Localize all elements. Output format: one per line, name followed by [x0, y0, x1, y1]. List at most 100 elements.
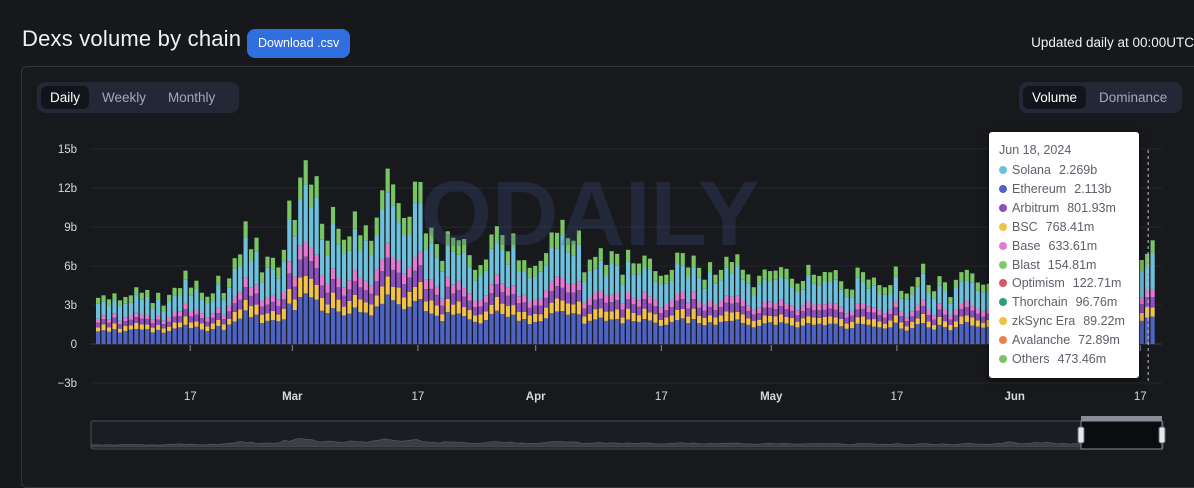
bar-191[interactable]	[1139, 259, 1144, 344]
bar-23[interactable]	[221, 293, 226, 344]
bar-107[interactable]	[680, 253, 685, 344]
bar-155[interactable]	[942, 282, 948, 344]
bar-116[interactable]	[729, 262, 734, 344]
bar-30[interactable]	[259, 272, 265, 344]
bar-141[interactable]	[866, 279, 871, 344]
bar-75[interactable]	[505, 251, 510, 344]
bar-9[interactable]	[145, 289, 150, 344]
bar-193[interactable]	[1150, 240, 1155, 344]
bar-129[interactable]	[800, 280, 806, 344]
bar-77[interactable]	[516, 260, 521, 344]
bar-3[interactable]	[112, 293, 117, 344]
bar-12[interactable]	[161, 305, 166, 344]
bar-81[interactable]	[538, 260, 543, 344]
bar-31[interactable]	[265, 256, 270, 344]
bar-83[interactable]	[549, 232, 554, 344]
tab-weekly[interactable]: Weekly	[102, 90, 147, 105]
bar-24[interactable]	[227, 278, 232, 344]
bar-50[interactable]	[369, 240, 374, 344]
bar-143[interactable]	[877, 285, 882, 344]
bar-162[interactable]	[981, 284, 986, 344]
bar-118[interactable]	[740, 269, 745, 344]
bar-45[interactable]	[341, 239, 347, 344]
bar-44[interactable]	[336, 228, 341, 344]
bar-34[interactable]	[281, 249, 286, 344]
bar-78[interactable]	[522, 260, 527, 344]
bar-133[interactable]	[822, 272, 827, 344]
bar-16[interactable]	[183, 270, 188, 344]
bar-157[interactable]	[953, 279, 958, 344]
bar-61[interactable]	[429, 227, 434, 344]
bar-142[interactable]	[871, 277, 877, 344]
bar-71[interactable]	[483, 259, 489, 344]
bar-26[interactable]	[238, 254, 243, 344]
bar-153[interactable]	[931, 291, 937, 344]
bar-88[interactable]	[576, 230, 581, 344]
bar-40[interactable]	[314, 176, 319, 344]
bar-68[interactable]	[467, 255, 472, 344]
bar-55[interactable]	[396, 203, 401, 344]
bar-103[interactable]	[658, 275, 663, 344]
bar-84[interactable]	[554, 232, 560, 344]
bar-152[interactable]	[926, 285, 931, 344]
bar-2[interactable]	[106, 299, 112, 344]
bar-100[interactable]	[642, 255, 647, 344]
bar-106[interactable]	[675, 252, 680, 344]
bar-32[interactable]	[270, 257, 276, 344]
bar-48[interactable]	[358, 235, 363, 344]
bar-39[interactable]	[309, 184, 314, 344]
bar-93[interactable]	[604, 264, 609, 344]
bar-5[interactable]	[123, 296, 128, 344]
bar-98[interactable]	[631, 263, 636, 344]
bar-11[interactable]	[156, 292, 161, 344]
bar-72[interactable]	[489, 234, 494, 344]
bar-156[interactable]	[948, 297, 953, 344]
bar-0[interactable]	[96, 297, 101, 344]
bar-111[interactable]	[702, 279, 707, 344]
bar-51[interactable]	[374, 217, 379, 344]
bar-33[interactable]	[276, 267, 281, 344]
bar-149[interactable]	[910, 286, 915, 344]
bar-22[interactable]	[216, 275, 221, 344]
tab-daily[interactable]: Daily	[41, 86, 90, 109]
bar-74[interactable]	[500, 235, 505, 344]
bar-43[interactable]	[330, 206, 336, 344]
bar-87[interactable]	[571, 240, 576, 344]
bar-38[interactable]	[303, 160, 308, 344]
bar-115[interactable]	[724, 256, 729, 344]
bar-148[interactable]	[904, 293, 909, 344]
bar-108[interactable]	[686, 267, 691, 344]
bar-136[interactable]	[839, 281, 844, 344]
bar-90[interactable]	[587, 259, 592, 344]
bar-41[interactable]	[320, 223, 325, 344]
bar-114[interactable]	[718, 269, 724, 344]
bar-1[interactable]	[101, 295, 106, 344]
bar-135[interactable]	[833, 270, 838, 344]
brush-selection-bar[interactable]	[1081, 416, 1162, 421]
bar-66[interactable]	[456, 240, 461, 344]
bar-137[interactable]	[844, 288, 849, 344]
bar-63[interactable]	[440, 260, 445, 344]
bar-161[interactable]	[975, 282, 980, 344]
bar-122[interactable]	[762, 269, 767, 344]
bar-147[interactable]	[899, 290, 904, 344]
bar-21[interactable]	[210, 293, 215, 344]
bar-46[interactable]	[347, 236, 352, 344]
bar-29[interactable]	[254, 237, 259, 344]
bar-15[interactable]	[177, 288, 183, 344]
bar-99[interactable]	[636, 263, 642, 344]
bar-79[interactable]	[527, 267, 532, 344]
bar-17[interactable]	[188, 287, 194, 344]
bar-89[interactable]	[582, 272, 587, 344]
bar-7[interactable]	[134, 287, 139, 344]
bar-158[interactable]	[959, 272, 964, 344]
bar-52[interactable]	[380, 190, 385, 344]
bar-76[interactable]	[511, 233, 516, 344]
bar-4[interactable]	[117, 300, 123, 344]
bar-59[interactable]	[418, 181, 423, 344]
bar-160[interactable]	[970, 273, 975, 344]
bar-85[interactable]	[560, 219, 565, 344]
bar-53[interactable]	[385, 168, 390, 344]
bar-126[interactable]	[784, 268, 789, 344]
bar-82[interactable]	[544, 253, 549, 344]
